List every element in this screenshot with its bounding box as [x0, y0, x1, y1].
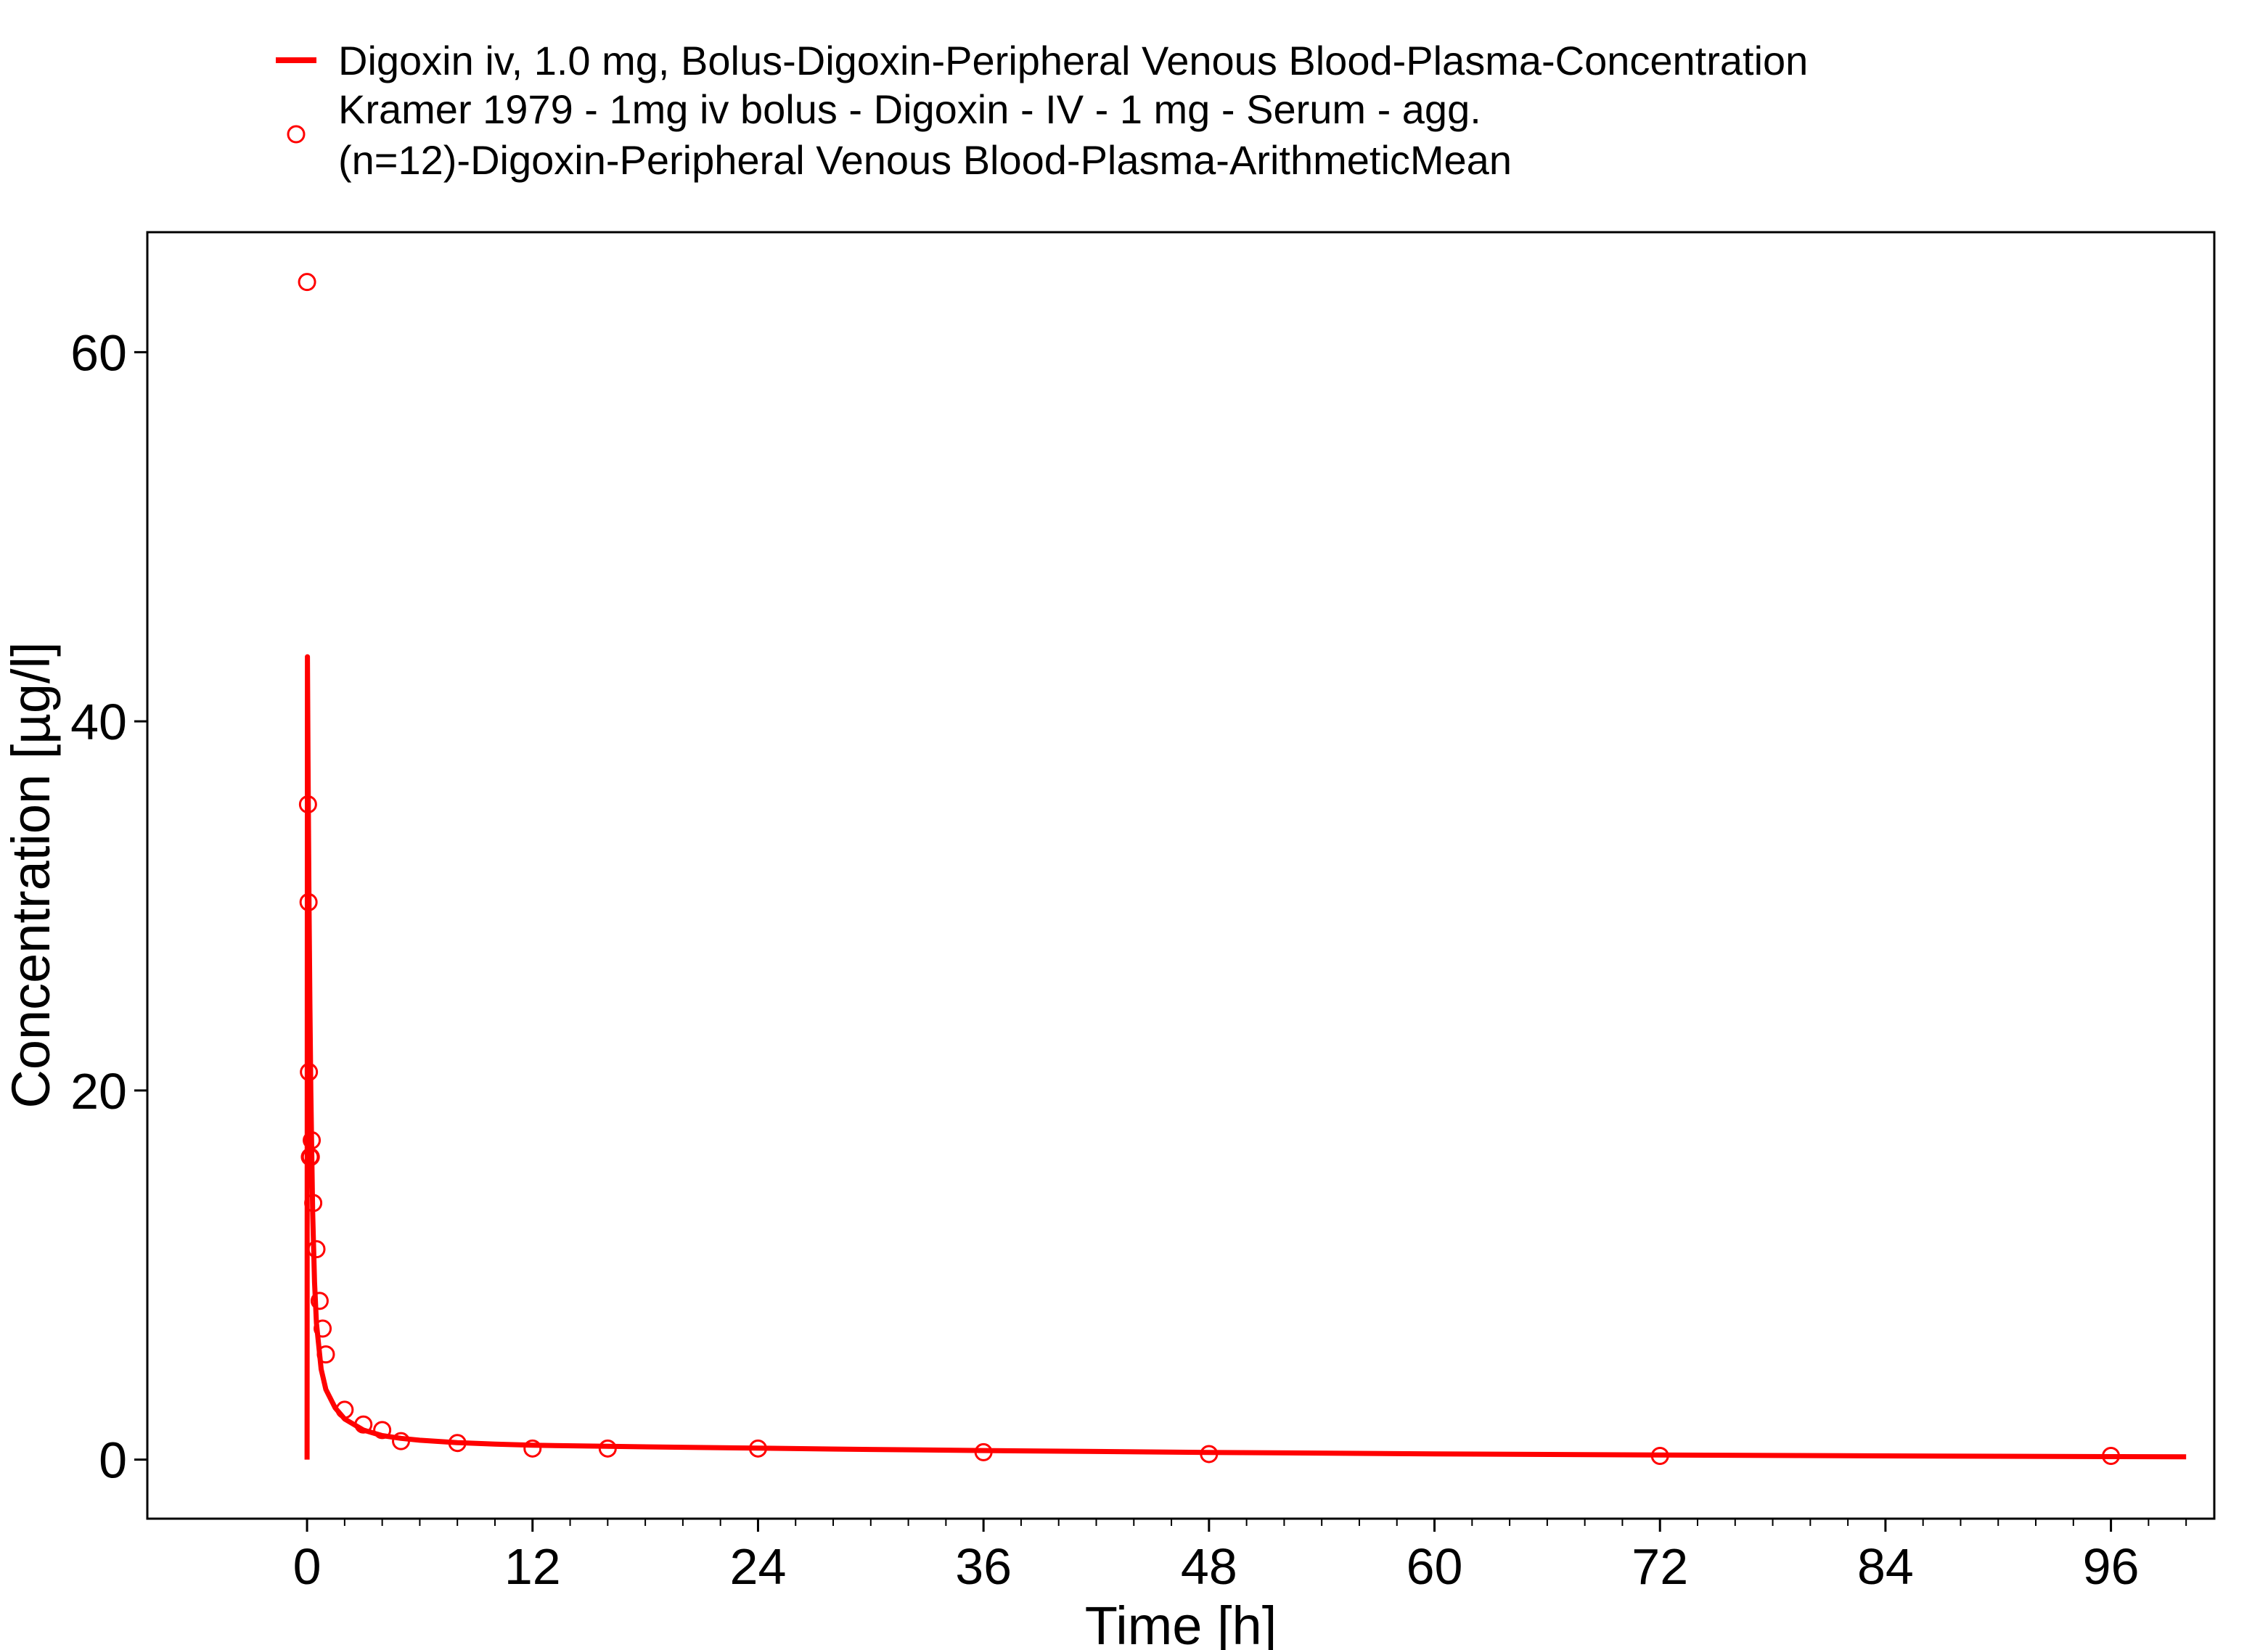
- observed-point: [448, 1434, 467, 1453]
- plot-panel-border: [146, 231, 2216, 1520]
- x-tick-label: 12: [504, 1538, 561, 1595]
- x-tick-label: 0: [293, 1538, 322, 1595]
- observed-point: [523, 1439, 542, 1458]
- x-tick-label: 60: [1407, 1538, 1463, 1595]
- observed-point: [299, 892, 318, 911]
- x-axis: 0 12 24 36 48 60 72 84 96: [293, 1519, 2187, 1595]
- legend-marker-swatch: [287, 125, 306, 144]
- x-tick-label: 48: [1181, 1538, 1237, 1595]
- observed-point: [335, 1400, 354, 1419]
- x-tick-label: 84: [1857, 1538, 1914, 1595]
- observed-point: [298, 795, 317, 814]
- observed-point: [314, 1319, 332, 1338]
- observed-point: [1200, 1445, 1219, 1464]
- observed-point: [310, 1292, 329, 1310]
- observed-point: [304, 1194, 323, 1212]
- legend-label-observed-line2: (n=12)-Digoxin-Peripheral Venous Blood-P…: [338, 137, 1512, 183]
- observed-point: [373, 1421, 392, 1440]
- plot-data: [298, 273, 2187, 1466]
- observed-point: [1650, 1447, 1669, 1466]
- y-axis: 0 20 40 60: [70, 324, 147, 1489]
- legend-label-simulation: Digoxin iv, 1.0 mg, Bolus-Digoxin-Periph…: [338, 38, 1808, 83]
- observed-point: [974, 1442, 993, 1461]
- observed-point: [316, 1345, 335, 1364]
- y-tick-label: 0: [99, 1432, 127, 1489]
- observed-point: [300, 1062, 319, 1081]
- observed-point: [307, 1240, 326, 1259]
- observed-point: [598, 1439, 617, 1458]
- y-tick-label: 60: [70, 324, 127, 381]
- observed-point: [392, 1432, 411, 1450]
- observed-point: [748, 1439, 767, 1458]
- y-tick-label: 40: [70, 694, 127, 750]
- legend-label-observed-line1: Kramer 1979 - 1mg iv bolus - Digoxin - I…: [338, 86, 1481, 132]
- x-tick-label: 72: [1632, 1538, 1688, 1595]
- y-axis-title: Concentration [µg/l]: [1, 641, 61, 1108]
- x-tick-label: 36: [955, 1538, 1012, 1595]
- observed-point: [354, 1415, 373, 1434]
- y-tick-label: 20: [70, 1063, 127, 1120]
- x-tick-label: 24: [730, 1538, 787, 1595]
- observed-point: [298, 273, 316, 292]
- legend: Digoxin iv, 1.0 mg, Bolus-Digoxin-Periph…: [276, 38, 1808, 183]
- observed-point: [303, 1131, 322, 1150]
- observed-point: [2102, 1447, 2121, 1466]
- simulation-line: [304, 654, 2187, 1460]
- x-axis-title: Time [h]: [1085, 1596, 1277, 1650]
- x-tick-label: 96: [2083, 1538, 2140, 1595]
